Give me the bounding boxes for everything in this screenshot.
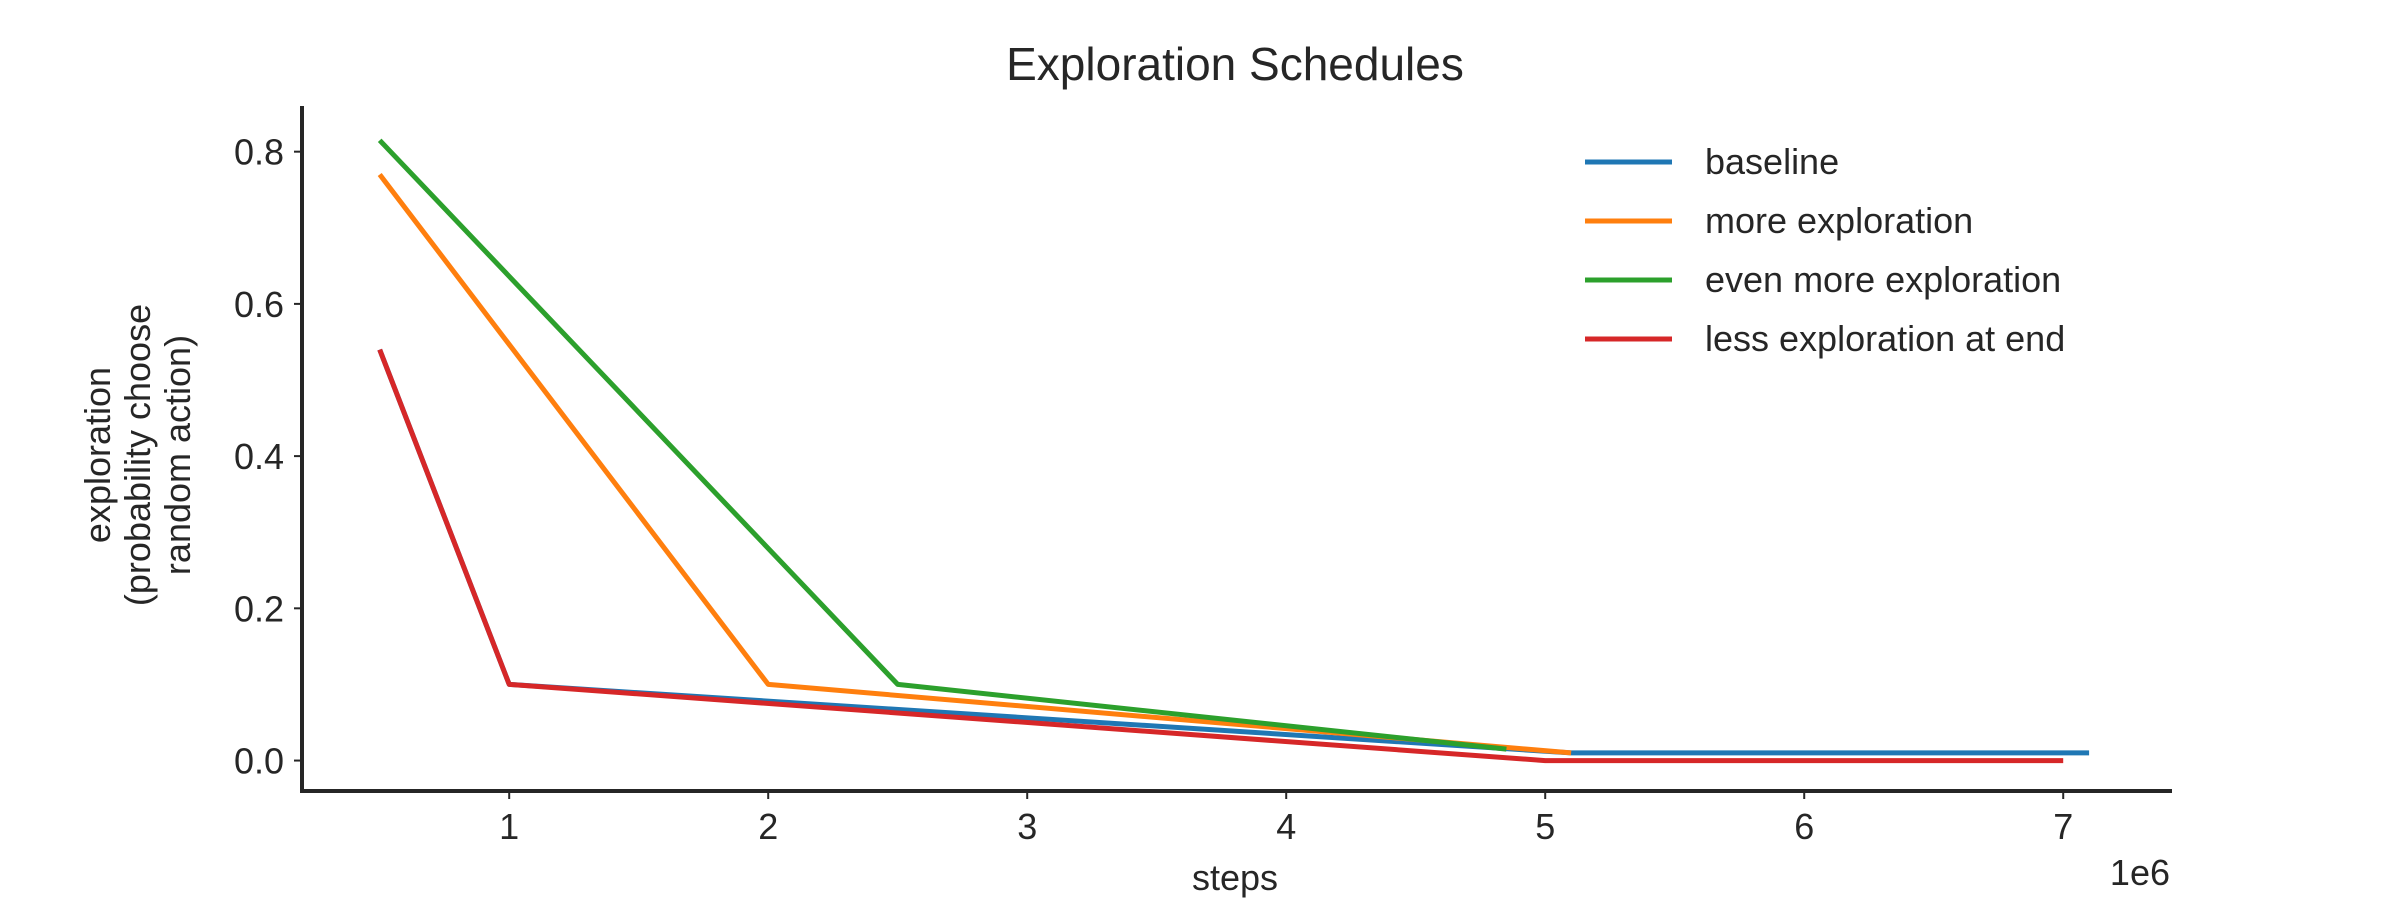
- x-tick-label: 1: [499, 806, 519, 847]
- series-line-less-exploration-at-end: [377, 348, 2064, 764]
- series-line-even-more-exploration: [377, 138, 1507, 752]
- y-tick-label: 0.2: [234, 588, 284, 629]
- x-offset-text: 1e6: [2110, 852, 2170, 893]
- legend-label: more exploration: [1705, 200, 1973, 241]
- y-tick-label: 0.4: [234, 436, 284, 477]
- y-axis-label: exploration (probability choose random act…: [77, 304, 198, 606]
- legend: baseline more exploration even more explor…: [1585, 141, 2065, 359]
- y-tick-label: 0.8: [234, 132, 284, 173]
- x-tick-label: 5: [1535, 806, 1555, 847]
- legend-label: baseline: [1705, 141, 1839, 182]
- x-tick-label: 3: [1017, 806, 1037, 847]
- series-line-more-exploration: [377, 172, 1572, 756]
- legend-label: even more exploration: [1705, 259, 2061, 300]
- series-lines: [377, 138, 2090, 764]
- x-tick-label: 7: [2053, 806, 2073, 847]
- x-axis-label: steps: [1192, 857, 1278, 898]
- axis-ticks: 1 2 3 4 5 6 7 0.0 0.2 0.4 0.6 0.8: [234, 132, 2073, 847]
- x-tick-label: 2: [758, 806, 778, 847]
- legend-label: less exploration at end: [1705, 318, 2065, 359]
- y-tick-label: 0.6: [234, 284, 284, 325]
- y-axis-label-line: random action): [157, 335, 198, 575]
- chart-title: Exploration Schedules: [1006, 38, 1464, 90]
- y-axis-label-line: exploration: [77, 367, 118, 543]
- x-tick-label: 4: [1276, 806, 1296, 847]
- y-axis-label-line: (probability choose: [117, 304, 158, 606]
- x-tick-label: 6: [1794, 806, 1814, 847]
- y-tick-label: 0.0: [234, 741, 284, 782]
